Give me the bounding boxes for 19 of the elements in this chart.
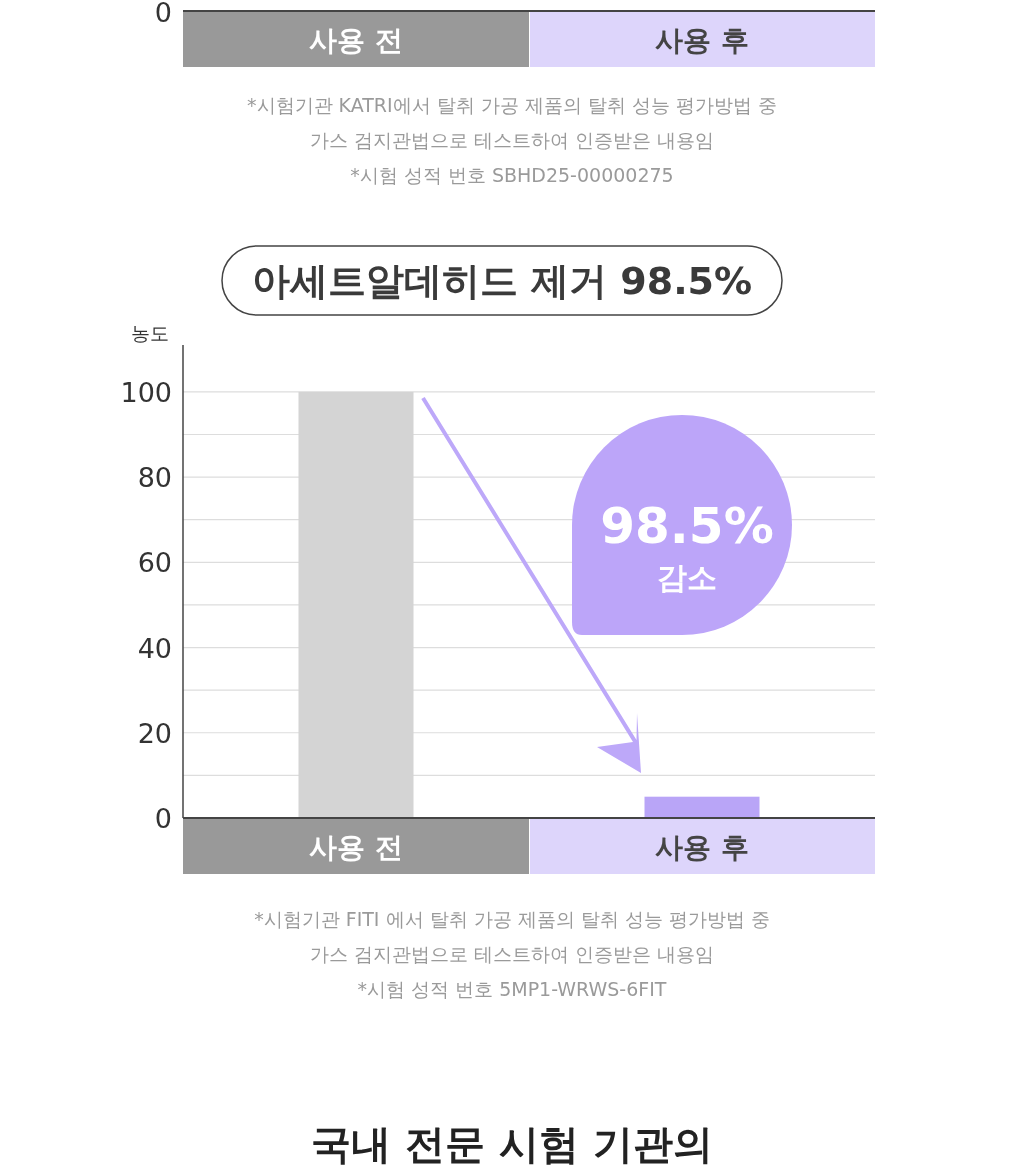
y-tick-label: 60 [137,547,172,579]
y-tick-label: 20 [137,717,172,749]
text: *시험기관 FITI 에서 탈취 가공 제품의 탈취 성능 평가방법 중 [254,908,770,930]
y-tick-label: 80 [137,462,172,494]
text: 가스 검지관법으로 테스트하여 인증받은 내용임 [309,943,715,965]
y-tick-label: 100 [120,376,172,408]
annotation: 감소 [657,560,717,595]
text: *시험 성적 번호 SBHD25-00000275 [350,164,674,186]
y-tick-label: 40 [137,632,172,664]
chart-title: 아세트알데히드 제거 98.5% [251,259,753,303]
text: *시험 성적 번호 5MP1-WRWS-6FIT [357,978,667,1000]
y-tick-label: 0 [154,803,172,834]
category-label: 사용 후 [655,24,749,57]
annotation: 98.5% [600,497,774,555]
y-axis-title: 농도 [131,322,169,344]
text: *시험기관 KATRI에서 탈취 가공 제품의 탈취 성능 평가방법 중 [247,94,777,116]
text: 국내 전문 시험 기관의 [311,1121,713,1165]
category-label: 사용 전 [309,24,403,57]
text: 가스 검지관법으로 테스트하여 인증받은 내용임 [309,129,715,151]
